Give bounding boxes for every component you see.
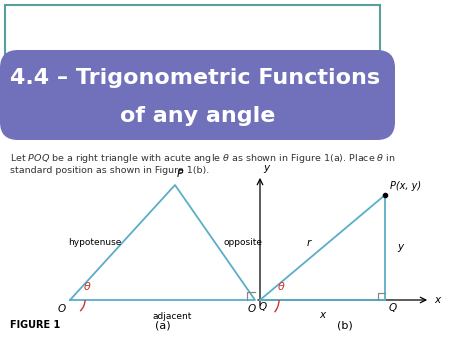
Text: (b): (b): [337, 320, 353, 330]
Text: Q: Q: [389, 303, 397, 313]
Text: FIGURE 1: FIGURE 1: [10, 320, 60, 330]
Text: O: O: [248, 304, 256, 314]
Text: P: P: [177, 169, 183, 179]
Text: P(x, y): P(x, y): [390, 181, 421, 191]
Text: hypotenuse: hypotenuse: [68, 238, 121, 247]
Text: y: y: [397, 242, 403, 252]
Text: θ: θ: [278, 282, 285, 292]
Text: O: O: [58, 304, 66, 314]
Text: x: x: [320, 310, 325, 320]
Text: (a): (a): [155, 320, 170, 330]
FancyBboxPatch shape: [0, 50, 395, 140]
Text: θ: θ: [84, 282, 91, 292]
Text: of any angle: of any angle: [120, 106, 275, 126]
Text: adjacent: adjacent: [153, 312, 192, 321]
Text: y: y: [263, 163, 269, 173]
Text: 4.4 – Trigonometric Functions: 4.4 – Trigonometric Functions: [10, 68, 380, 88]
Bar: [5, 5, 380, 70]
Text: Q: Q: [259, 302, 267, 312]
Text: r: r: [306, 239, 310, 248]
Text: x: x: [434, 295, 440, 305]
Text: Let $\it{POQ}$ be a right triangle with acute angle $\it{\theta}$ as shown in Fi: Let $\it{POQ}$ be a right triangle with …: [10, 152, 396, 175]
Text: opposite: opposite: [224, 238, 262, 247]
